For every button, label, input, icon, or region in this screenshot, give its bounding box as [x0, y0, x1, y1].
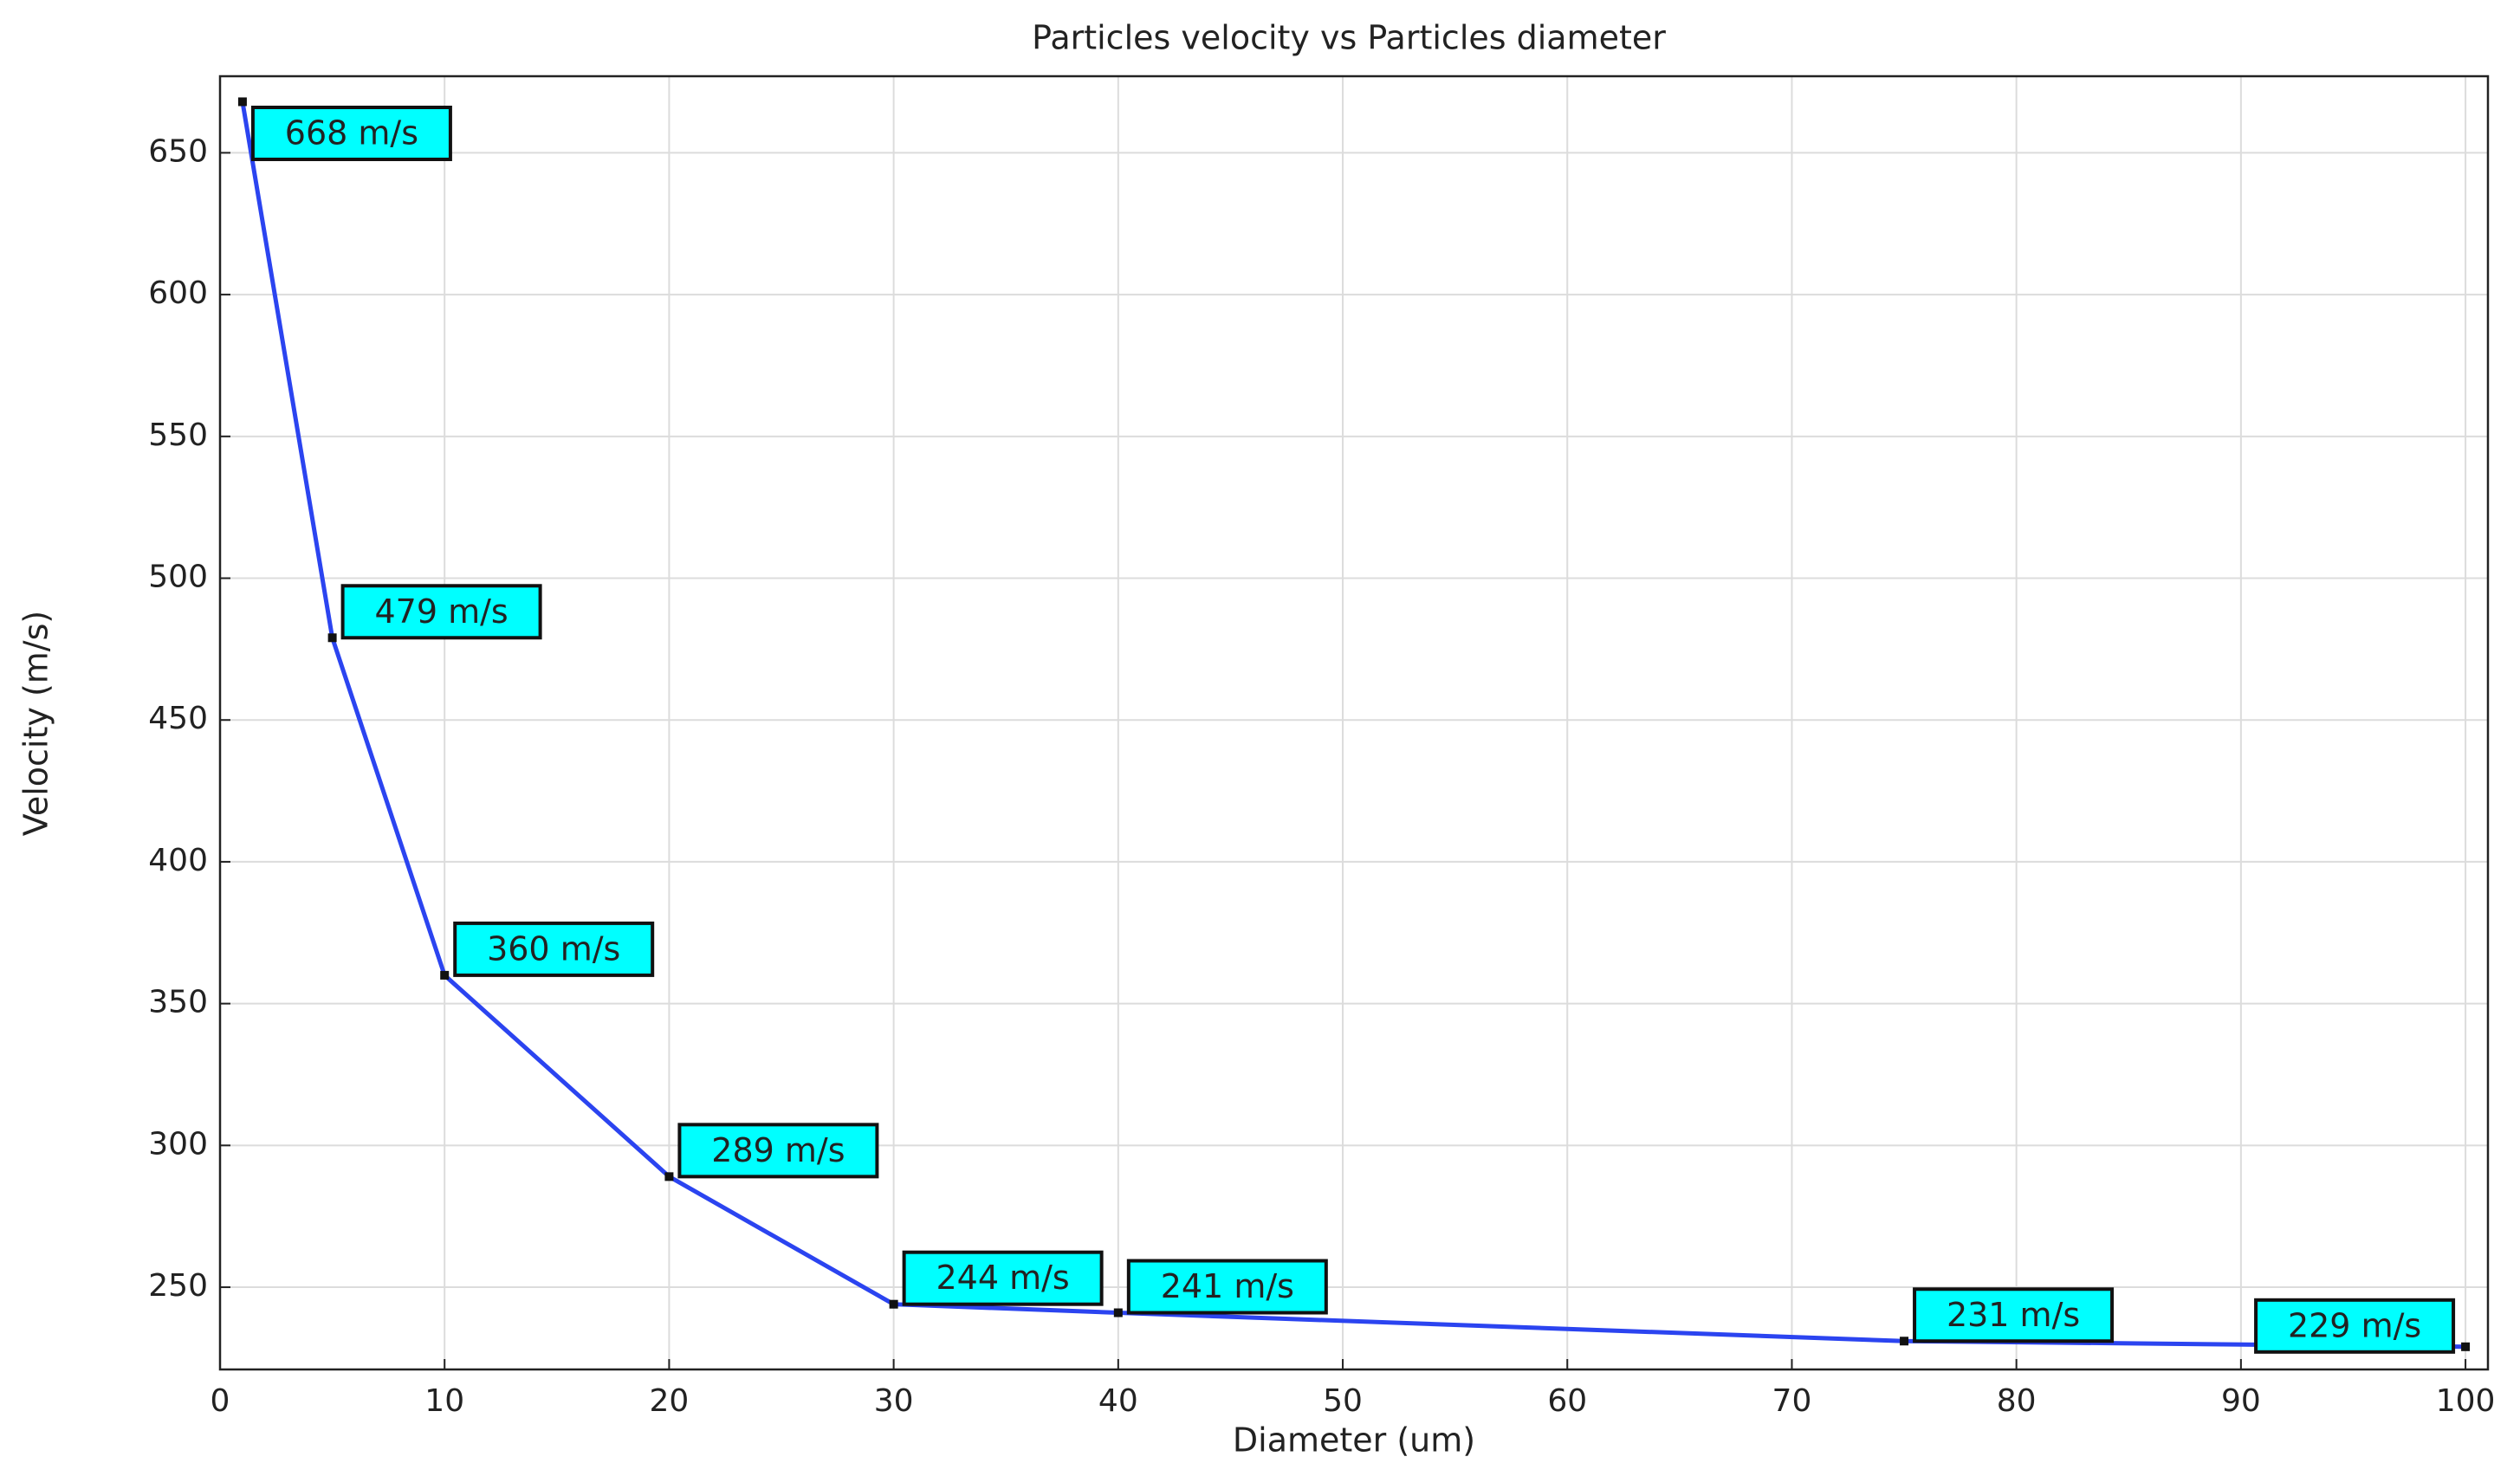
value-label-box: [902, 1250, 1104, 1306]
y-tick-label: 250: [148, 1268, 208, 1304]
value-label-text: 244 m/s: [936, 1259, 1070, 1297]
x-tick-label: 80: [1997, 1383, 2037, 1419]
value-label: 241 m/s: [1126, 1259, 1328, 1315]
x-tick-label: 50: [1323, 1383, 1363, 1419]
data-point: [237, 97, 247, 107]
value-label-text: 360 m/s: [487, 929, 620, 968]
x-tick-label: 70: [1772, 1383, 1812, 1419]
y-tick-label: 350: [148, 985, 208, 1020]
plot-area: [220, 76, 2488, 1369]
value-label: 360 m/s: [453, 921, 655, 977]
x-axis-label: Diameter (um): [1233, 1421, 1475, 1460]
value-label: 479 m/s: [340, 584, 542, 640]
x-tick-label: 30: [874, 1383, 914, 1419]
y-axis-label: Velocity (m/s): [17, 611, 55, 836]
value-label-text: 241 m/s: [1161, 1267, 1294, 1305]
value-label-box: [250, 106, 452, 161]
y-tick-label: 450: [148, 701, 208, 736]
value-label: 244 m/s: [902, 1250, 1104, 1306]
y-tick-label: 550: [148, 418, 208, 453]
y-tick-label: 400: [148, 843, 208, 878]
chart-title: Particles velocity vs Particles diameter: [1032, 19, 1666, 57]
y-tick-label: 300: [148, 1126, 208, 1162]
data-point: [327, 633, 337, 643]
data-point: [889, 1299, 898, 1309]
data-point: [1900, 1337, 1909, 1346]
value-label: 229 m/s: [2254, 1298, 2456, 1354]
x-tick-label: 20: [650, 1383, 690, 1419]
value-label-box: [1913, 1287, 2115, 1343]
x-tick-label: 0: [211, 1383, 230, 1419]
data-point: [1113, 1308, 1123, 1317]
value-label-text: 229 m/s: [2288, 1306, 2421, 1344]
value-label-box: [2254, 1298, 2456, 1354]
x-tick-label: 60: [1547, 1383, 1587, 1419]
value-label-text: 668 m/s: [285, 114, 418, 152]
value-label-box: [1126, 1259, 1328, 1315]
x-tick-label: 40: [1098, 1383, 1138, 1419]
value-label-text: 289 m/s: [711, 1131, 845, 1169]
data-line: [240, 101, 2466, 1350]
x-tick-label: 90: [2221, 1383, 2261, 1419]
value-label-text: 479 m/s: [374, 592, 508, 631]
value-label: 231 m/s: [1913, 1287, 2115, 1343]
value-label: 289 m/s: [677, 1123, 879, 1179]
x-tick-label: 10: [424, 1383, 464, 1419]
y-tick-label: 600: [148, 275, 208, 311]
data-point: [440, 970, 450, 980]
value-label-box: [453, 921, 655, 977]
value-label-box: [677, 1123, 879, 1179]
data-point: [664, 1172, 674, 1181]
plot-frame: [218, 74, 2490, 1371]
value-label: 668 m/s: [250, 106, 452, 161]
y-tick-label: 500: [148, 560, 208, 595]
value-label-box: [340, 584, 542, 640]
x-tick-label: 100: [2436, 1383, 2496, 1419]
value-label-text: 231 m/s: [1947, 1296, 2080, 1334]
y-tick-label: 650: [148, 133, 208, 169]
data-point: [2461, 1342, 2471, 1351]
